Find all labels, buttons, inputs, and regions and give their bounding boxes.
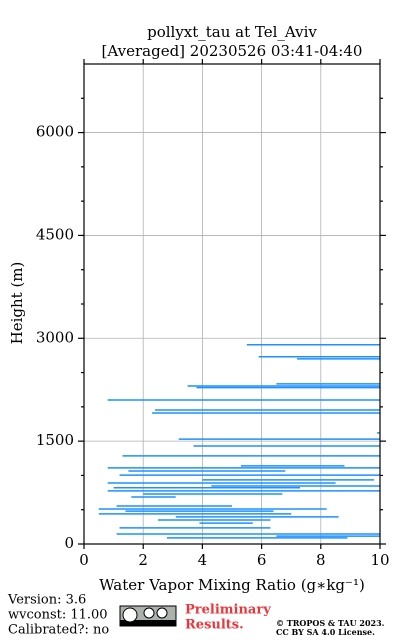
notice-text: Preliminary: [185, 603, 271, 618]
cc-badge: [119, 605, 177, 627]
y-tick-label: 0: [64, 534, 74, 552]
x-tick-label: 6: [257, 551, 267, 569]
info-text: wvconst: 11.00: [8, 608, 108, 623]
x-tick-label: 10: [370, 551, 389, 569]
chart-title: [Averaged] 20230526 03:41-04:40: [102, 42, 363, 60]
y-tick-label: 3000: [36, 328, 74, 346]
chart-title: pollyxt_tau at Tel_Aviv: [147, 23, 317, 41]
x-tick-label: 0: [79, 551, 89, 569]
x-axis-label: Water Vapor Mixing Ratio (g∗kg⁻¹): [99, 576, 365, 594]
info-text: Version: 3.6: [7, 593, 86, 608]
y-axis-label: Height (m): [8, 262, 26, 345]
y-tick-label: 1500: [36, 431, 74, 449]
info-text: Calibrated?: no: [8, 623, 109, 638]
x-tick-label: 4: [198, 551, 208, 569]
copyright-text: © TROPOS & TAU 2023.: [276, 618, 385, 628]
plot-frame: [83, 63, 381, 545]
x-tick-label: 2: [138, 551, 148, 569]
y-tick-label: 6000: [36, 123, 74, 141]
copyright-text: CC BY SA 4.0 License.: [276, 627, 375, 637]
y-tick-label: 4500: [36, 225, 74, 243]
x-tick-label: 8: [316, 551, 326, 569]
notice-text: Results.: [185, 618, 244, 633]
